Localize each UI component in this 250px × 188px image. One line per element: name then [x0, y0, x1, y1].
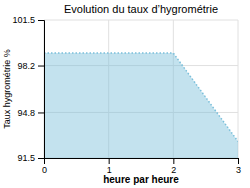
y-tick: 101.5: [12, 15, 44, 25]
x-tick: 2: [171, 158, 176, 175]
x-tick-label: 3: [236, 165, 241, 175]
x-tick: 1: [107, 158, 112, 175]
y-axis: 91.5 94.8 98.2 101.5: [12, 15, 44, 163]
y-axis-line: [38, 21, 45, 159]
y-tick-label: 91.5: [17, 153, 35, 163]
y-tick-mark: [38, 112, 44, 113]
y-axis-title: Taux hygrométrie %: [2, 49, 12, 129]
area: [44, 53, 238, 158]
title: Evolution du taux d’hygrométrie: [64, 3, 218, 15]
y-tick: 94.8: [17, 108, 44, 118]
chart: 0 1 2 3 91.5 94.8 98.2 101.5 Evolution du taux d…: [0, 0, 250, 188]
y-tick: 91.5: [17, 153, 44, 163]
y-tick-label: 101.5: [12, 15, 35, 25]
x-tick: 3: [236, 158, 241, 175]
plot: 0 1 2 3 91.5 94.8 98.2 101.5: [12, 15, 241, 175]
line: [44, 53, 238, 141]
x-axis-line: [45, 159, 239, 165]
x-tick: 0: [42, 158, 47, 175]
x-tick-label: 0: [42, 165, 47, 175]
y-tick-mark: [38, 158, 44, 159]
x-tick-mark: [238, 158, 239, 164]
y-grid-line: [44, 20, 238, 21]
y-tick-mark: [38, 66, 44, 67]
grid: [44, 20, 238, 158]
y-tick-mark: [38, 20, 44, 21]
x-tick-mark: [173, 158, 174, 164]
x-axis-title: heure par heure: [103, 174, 179, 185]
x-tick-mark: [109, 158, 110, 164]
y-tick-label: 94.8: [17, 108, 35, 118]
y-tick-label: 98.2: [17, 61, 35, 71]
marks: [44, 53, 238, 158]
x-grid-line: [238, 20, 239, 158]
x-axis: 0 1 2 3: [42, 158, 241, 175]
y-tick: 98.2: [17, 61, 44, 71]
